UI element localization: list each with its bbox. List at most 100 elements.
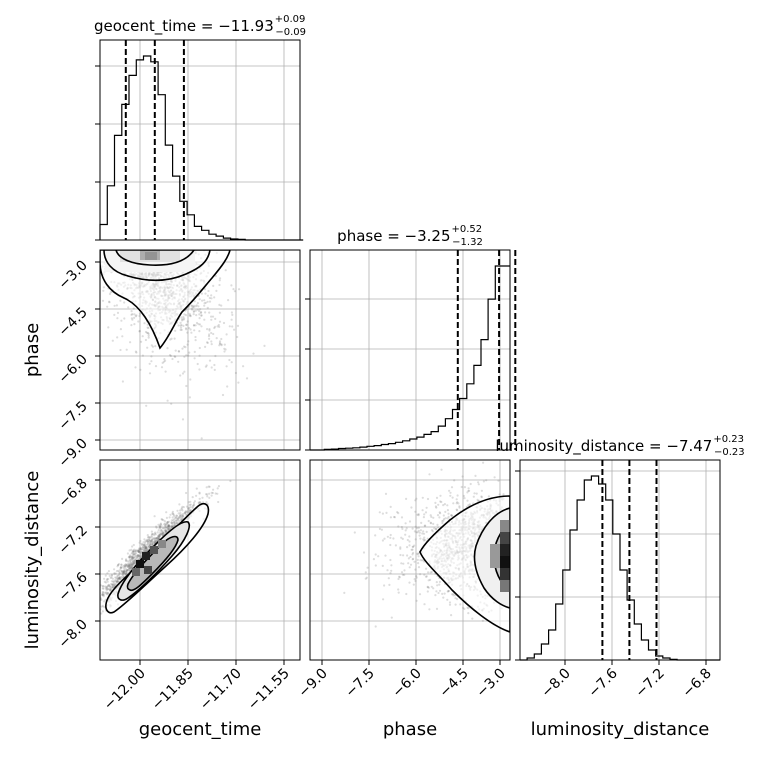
sample-point xyxy=(181,347,184,350)
sample-point xyxy=(107,578,110,581)
sample-point xyxy=(438,583,441,586)
sample-point xyxy=(224,269,227,272)
sample-point xyxy=(194,309,197,312)
sample-point xyxy=(456,509,459,512)
sample-point xyxy=(393,515,396,519)
sample-point xyxy=(208,496,211,499)
sample-point xyxy=(130,558,133,561)
sample-point xyxy=(176,518,179,521)
sample-point xyxy=(451,514,454,518)
sample-point xyxy=(415,497,418,500)
sample-point xyxy=(127,562,130,565)
sample-point xyxy=(131,555,134,558)
sample-point xyxy=(425,575,428,578)
sample-point xyxy=(143,542,147,545)
sample-point xyxy=(160,533,164,536)
sample-point xyxy=(93,603,95,605)
sample-point xyxy=(138,330,141,333)
sample-point xyxy=(96,604,98,606)
sample-point xyxy=(143,538,146,541)
sample-point xyxy=(200,314,203,317)
sample-point xyxy=(68,618,70,620)
x-axis-label-geocent-time: geocent_time xyxy=(139,719,262,740)
sample-point xyxy=(133,561,137,564)
sample-point xyxy=(401,527,404,531)
sample-point xyxy=(92,601,94,603)
x-axis-label-phase: phase xyxy=(383,719,437,740)
sample-point xyxy=(215,289,218,292)
sample-point xyxy=(454,594,457,597)
sample-point xyxy=(103,600,106,603)
sample-point xyxy=(117,562,120,566)
sample-point xyxy=(213,325,217,328)
sample-point xyxy=(147,331,150,335)
sample-point xyxy=(434,594,437,597)
sample-point xyxy=(159,531,162,534)
sample-point xyxy=(105,592,108,595)
sample-point xyxy=(417,566,421,569)
sample-point xyxy=(154,537,157,540)
sample-point xyxy=(212,488,215,491)
sample-point xyxy=(138,551,141,554)
grid-geocent-time-hist xyxy=(100,40,300,240)
sample-point xyxy=(429,521,432,524)
sample-point xyxy=(414,510,417,513)
sample-point xyxy=(178,519,181,523)
sample-point xyxy=(112,580,115,583)
sample-point xyxy=(108,585,111,588)
sample-point xyxy=(378,511,381,514)
sample-point xyxy=(184,327,188,330)
sample-point xyxy=(173,523,176,526)
sample-point xyxy=(151,345,155,348)
sample-point xyxy=(208,296,211,300)
sample-point xyxy=(408,540,411,543)
sample-point xyxy=(109,588,112,591)
sample-point xyxy=(221,393,225,397)
sample-point xyxy=(422,538,425,541)
sample-point xyxy=(406,554,409,557)
sample-point xyxy=(210,491,213,494)
sample-point xyxy=(111,585,115,589)
sample-point xyxy=(102,585,105,588)
sample-point xyxy=(218,340,222,343)
sample-point xyxy=(116,575,119,578)
sample-point xyxy=(114,582,118,585)
sample-point xyxy=(122,574,125,577)
sample-point xyxy=(394,544,397,547)
sample-point xyxy=(150,538,154,541)
sample-point xyxy=(164,522,167,525)
sample-point xyxy=(131,313,134,316)
sample-point xyxy=(182,512,185,515)
sample-point xyxy=(133,316,136,319)
sample-point xyxy=(431,530,434,533)
sample-point xyxy=(174,516,177,519)
sample-point xyxy=(206,493,209,496)
sample-point xyxy=(493,476,496,479)
sample-point xyxy=(170,519,173,522)
title-ld-plus: +0.23 xyxy=(713,434,744,445)
sample-point xyxy=(161,527,164,530)
sample-point xyxy=(167,527,170,530)
sample-point xyxy=(109,291,112,294)
panel-luminosity-distance-vs-phase xyxy=(309,459,511,661)
sample-point xyxy=(374,534,377,537)
sample-point xyxy=(461,475,464,478)
histogram-geocent-time-step xyxy=(99,55,304,241)
sample-point xyxy=(133,560,136,563)
frame-phase-vs-geocent-time xyxy=(99,249,301,451)
sample-point xyxy=(397,588,400,591)
sample-point xyxy=(184,511,187,514)
sample-point xyxy=(138,541,141,544)
sample-point xyxy=(177,516,180,519)
frame-geocent-time-hist xyxy=(99,39,301,241)
sample-point xyxy=(434,528,438,531)
sample-point xyxy=(143,548,147,551)
sample-point xyxy=(122,567,126,570)
sample-point xyxy=(105,593,109,596)
sample-point xyxy=(138,549,141,552)
sample-point xyxy=(475,492,478,495)
sample-point xyxy=(84,607,86,609)
sample-point xyxy=(115,304,118,307)
sample-point xyxy=(146,543,149,546)
sample-point xyxy=(168,523,171,527)
